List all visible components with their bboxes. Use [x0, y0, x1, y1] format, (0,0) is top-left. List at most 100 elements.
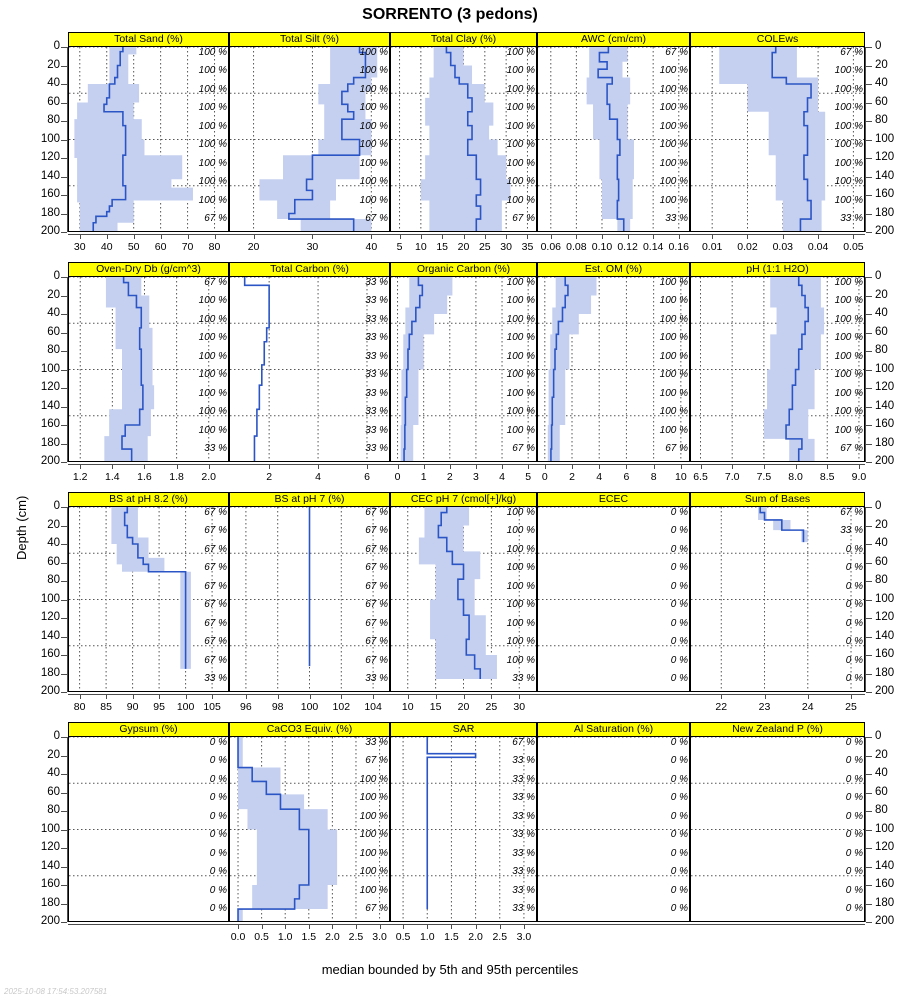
depth-tick-mark — [61, 425, 67, 426]
percentile-band — [259, 47, 378, 231]
depth-tick-label: 120 — [40, 151, 60, 163]
x-axis-tick-labels: 2 4 6 — [230, 471, 389, 485]
depth-tick-mark — [61, 443, 67, 445]
depth-tick-label: 60 — [47, 95, 60, 108]
panel-plot-area — [68, 737, 229, 922]
panel-title: BS at pH 8.2 (%) — [68, 492, 229, 507]
median-line — [403, 277, 424, 461]
panel-graphics — [691, 47, 864, 231]
x-tick-label: 30 — [306, 241, 319, 253]
panel-plot-area — [68, 507, 229, 692]
x-tick-mark — [332, 924, 334, 929]
x-tick-label: 0.5 — [395, 931, 411, 943]
depth-tick-mark — [866, 158, 872, 159]
depth-tick-label: 180 — [40, 436, 60, 449]
x-tick-label: 6 — [364, 471, 370, 483]
x-tick-mark — [527, 234, 529, 239]
depth-tick-mark — [61, 829, 67, 831]
x-axis-tick-labels: 0 1 2 3 4 5 — [391, 471, 536, 485]
depth-tick-label: 0 — [53, 270, 60, 282]
depth-tick-label: 140 — [40, 859, 60, 872]
x-axis-tick-labels: 30 40 50 60 70 80 — [69, 241, 228, 255]
median-line — [123, 507, 187, 669]
median-line — [92, 47, 127, 231]
x-tick-mark — [763, 464, 765, 469]
x-tick-label: 98 — [271, 701, 284, 713]
x-tick-label: 6 — [623, 471, 630, 483]
panel-title: Organic Carbon (%) — [390, 262, 537, 277]
panel-graphics — [538, 737, 689, 877]
x-tick-mark — [442, 234, 444, 239]
depth-tick-mark — [866, 673, 872, 675]
x-tick-label: 1.5 — [444, 931, 459, 943]
x-tick-label: 8.5 — [819, 471, 835, 483]
x-tick-mark — [795, 464, 797, 469]
percentile-band — [111, 507, 191, 669]
depth-tick-mark — [866, 176, 872, 178]
depth-tick-mark — [61, 314, 67, 315]
x-tick-mark — [827, 464, 829, 469]
panel-total-clay: Total Clay (%) 100 % 100 % 100 % 100 % 100 % 1… — [390, 32, 537, 232]
x-tick-label: 20 — [457, 701, 470, 713]
depth-tick-mark — [61, 792, 67, 794]
depth-tick-mark — [866, 848, 872, 849]
x-tick-mark — [355, 924, 357, 929]
x-tick-label: 0.16 — [668, 241, 689, 253]
panel-colews: COLEws 67 % 100 % 100 % 100 % 100 % 100 % 100 %… — [690, 32, 865, 232]
x-tick-label: 102 — [332, 701, 351, 713]
depth-tick-label: 40 — [875, 77, 888, 89]
depth-tick-label: 0 — [875, 730, 882, 742]
depth-tick-label: 120 — [875, 841, 895, 853]
x-tick-mark — [700, 464, 702, 469]
panel-title: BS at pH 7 (%) — [229, 492, 390, 507]
panel-plot-area — [68, 277, 229, 462]
panel-title: Est. OM (%) — [537, 262, 690, 277]
x-tick-mark — [399, 234, 401, 239]
x-tick-mark — [449, 464, 451, 469]
depth-axis-spine — [865, 277, 866, 462]
depth-tick-label: 120 — [875, 151, 895, 163]
panel-title: CEC pH 7 (cmol[+]/kg) — [390, 492, 537, 507]
panel-plot-area — [537, 507, 690, 692]
panel-graphics — [69, 277, 228, 461]
panel-graphics — [691, 277, 864, 461]
x-tick-mark — [853, 234, 855, 239]
x-tick-label: 1.0 — [277, 931, 293, 943]
panel-graphics — [538, 507, 689, 647]
x-tick-label: 0.12 — [617, 241, 638, 253]
depth-tick-mark — [61, 195, 67, 196]
depth-tick-label: 140 — [40, 169, 60, 182]
x-tick-label: 7.5 — [756, 471, 772, 483]
x-tick-label: 90 — [126, 701, 139, 713]
x-tick-label: 85 — [100, 701, 112, 713]
panel-plot-area — [68, 47, 229, 232]
depth-tick-label: 120 — [40, 381, 60, 393]
panel-gypsum: Gypsum (%) 0 % 0 % 0 % 0 % 0 % 0 % 0 % 0 % 0 % 0 % — [68, 722, 229, 922]
depth-tick-label: 200 — [875, 455, 895, 467]
depth-tick-mark — [61, 903, 67, 905]
x-tick-mark — [680, 464, 682, 469]
depth-tick-mark — [61, 599, 67, 601]
depth-axis-right: 0 20 40 60 80 100 120 140 160 180 200 — [875, 730, 900, 927]
x-tick-mark — [106, 234, 108, 239]
x-tick-mark — [463, 694, 465, 699]
x-tick-mark — [807, 694, 809, 699]
x-tick-label: 25 — [485, 701, 498, 713]
x-tick-label: 6.5 — [693, 471, 708, 483]
x-tick-label: 105 — [203, 701, 221, 713]
x-tick-mark — [341, 694, 343, 699]
x-tick-mark — [528, 464, 530, 469]
depth-tick-mark — [866, 295, 872, 297]
median-line — [771, 47, 812, 231]
x-tick-mark — [491, 694, 493, 699]
depth-axis-spine — [67, 277, 68, 462]
x-tick-mark — [653, 464, 655, 469]
x-tick-label: 0.04 — [807, 241, 829, 253]
depth-axis-spine — [865, 47, 866, 232]
x-tick-mark — [484, 234, 486, 239]
depth-axis-left: 0 20 40 60 80 100 120 140 160 180 200 — [24, 270, 60, 467]
x-tick-mark — [519, 694, 521, 699]
panel-graphics — [538, 47, 689, 231]
depth-tick-mark — [866, 507, 872, 508]
x-axis-tick-labels: 6.5 7.0 7.5 8.0 8.5 9.0 — [691, 471, 866, 485]
